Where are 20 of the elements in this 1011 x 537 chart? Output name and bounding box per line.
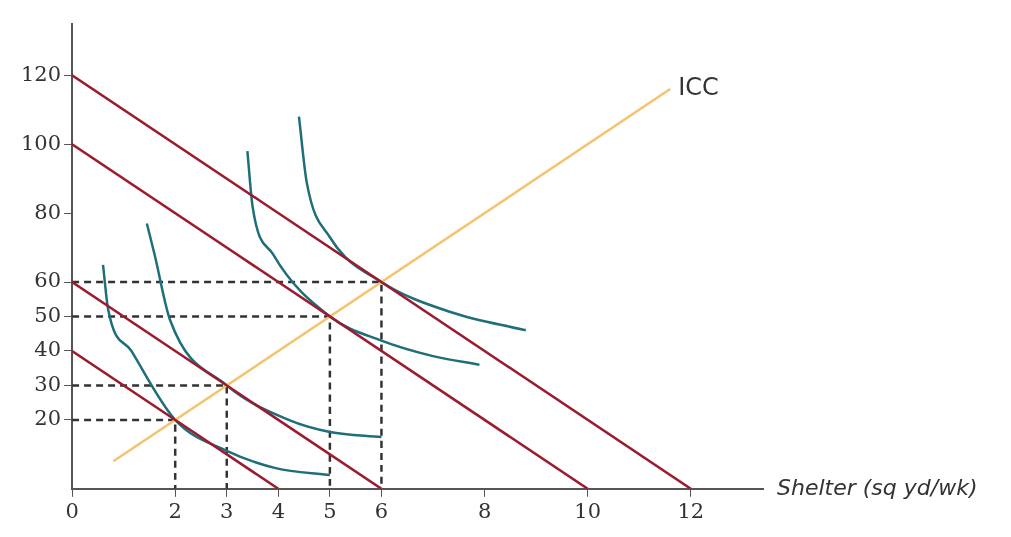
x-tick-label: 3 <box>220 498 234 523</box>
x-tick-label: 6 <box>374 498 389 523</box>
y-tick-label: 120 <box>20 61 62 86</box>
x-tick-label: 5 <box>323 498 337 523</box>
y-tick-label: 20 <box>34 406 62 431</box>
y-tick-label: 60 <box>34 268 62 293</box>
y-tick-label: 100 <box>20 130 62 155</box>
y-tick-label: 80 <box>34 199 62 224</box>
line-series <box>101 263 332 477</box>
x-tick-label: 4 <box>271 498 286 523</box>
x-tick-label: 2 <box>168 498 182 523</box>
y-tick-label: 50 <box>34 302 62 327</box>
y-tick-label: 40 <box>34 337 62 362</box>
x-axis-title: Shelter (sq yd/wk) <box>777 474 978 500</box>
y-tick-label: 30 <box>34 371 62 396</box>
x-tick-label: 12 <box>677 498 705 523</box>
x-tick-label: 10 <box>574 498 602 523</box>
x-tick-label: 8 <box>477 498 492 523</box>
x-tick-label: 0 <box>65 498 79 523</box>
series-label: ICC <box>678 73 719 102</box>
